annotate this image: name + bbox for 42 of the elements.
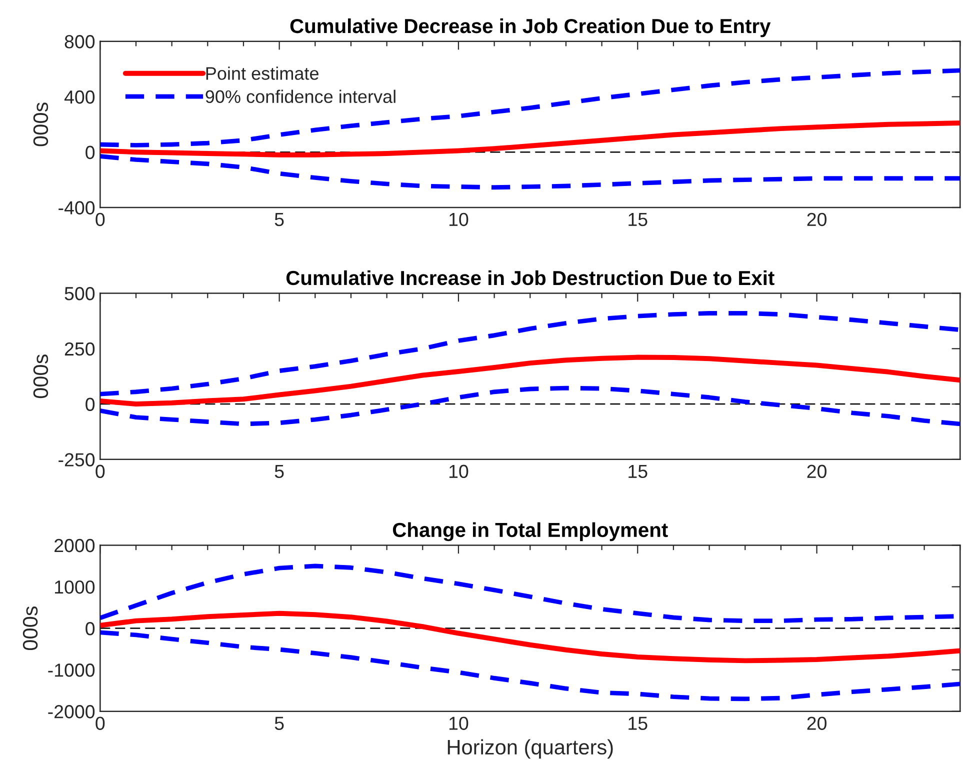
y-tick-label: 800	[64, 35, 95, 48]
x-tick-label: 5	[274, 464, 284, 478]
x-tick-label: 20	[807, 464, 826, 478]
chart-title: Cumulative Decrease in Job Creation Due to Entry	[290, 18, 771, 38]
y-tick-label: 400	[64, 90, 95, 104]
y-tick-label: -400	[58, 201, 95, 214]
y-axis-title: 000s	[22, 606, 38, 650]
y-axis-title: 000s	[33, 354, 48, 398]
y-tick-label: 1000	[55, 580, 95, 594]
x-tick-label: 0	[96, 716, 105, 730]
y-tick-label: -2000	[48, 705, 95, 718]
y-tick-label: 500	[64, 286, 95, 300]
x-tick-label: 15	[628, 213, 648, 226]
chart-title: Cumulative Increase in Job Destruction Due to Exit	[286, 270, 774, 286]
y-tick-label: 2000	[54, 538, 95, 552]
y-tick-label: 0	[86, 398, 95, 412]
line-series	[100, 310, 960, 396]
y-axis-title: 000s	[33, 102, 48, 146]
line-series	[100, 386, 960, 426]
legend-label: 90% confidence interval	[206, 90, 396, 104]
line-series	[100, 630, 960, 702]
line-series	[100, 68, 960, 148]
x-tick-label: 10	[449, 716, 468, 730]
x-tick-label: 20	[807, 212, 826, 226]
y-tick-label: -250	[58, 453, 95, 466]
x-tick-label: 0	[96, 212, 105, 226]
x-tick-label: 5	[274, 716, 284, 730]
x-tick-label: 0	[96, 464, 105, 478]
x-tick-label: 15	[628, 716, 648, 730]
x-tick-label: 15	[628, 464, 648, 478]
x-axis-title: Horizon (quarters)	[448, 739, 613, 759]
x-tick-label: 20	[807, 716, 826, 730]
chart-title: Change in Total Employment	[392, 522, 668, 542]
x-tick-label: 10	[449, 212, 468, 226]
legend-label: Point estimate	[206, 66, 318, 80]
x-tick-label: 10	[449, 464, 468, 478]
y-tick-label: 0	[86, 146, 95, 160]
x-tick-label: 5	[274, 213, 284, 226]
y-tick-label: 250	[64, 342, 95, 356]
y-tick-label: 0	[86, 622, 95, 636]
y-tick-label: -1000	[48, 664, 95, 677]
line-series	[100, 154, 960, 190]
